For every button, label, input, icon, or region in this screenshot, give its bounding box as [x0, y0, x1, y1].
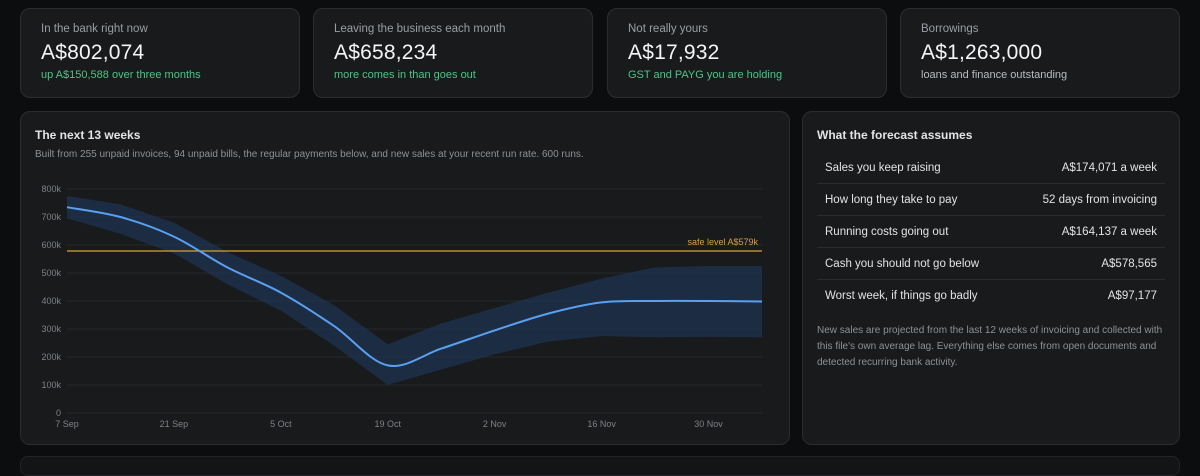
assumption-row: How long they take to pay 52 days from i…: [817, 184, 1165, 216]
forecast-chart: 0 100k 200k 300k 400k 500k 600k 700k 800k 7 Sep 21…: [41, 184, 763, 429]
assumptions-card: What the forecast assumes Sales you keep…: [802, 111, 1180, 445]
x-tick-label: 30 Nov: [694, 419, 723, 429]
kpi-sub: loans and finance outstanding: [921, 69, 1068, 81]
y-tick-label: 200k: [41, 352, 61, 362]
y-tick-label: 800k: [41, 184, 61, 194]
kpi-sub: up A$150,588 over three months: [41, 69, 201, 81]
y-tick-label: 300k: [41, 324, 61, 334]
x-tick-label: 5 Oct: [270, 419, 292, 429]
assumption-row: Cash you should not go below A$578,565: [817, 248, 1165, 280]
kpi-value: A$17,932: [628, 41, 720, 64]
assumptions-list: Sales you keep raising A$174,071 a week …: [817, 152, 1165, 311]
assumption-label: Worst week, if things go badly: [825, 289, 978, 302]
kpi-card-leaving: Leaving the business each month A$658,23…: [313, 8, 593, 98]
assumption-label: Sales you keep raising: [825, 161, 941, 174]
assumption-row: Running costs going out A$164,137 a week: [817, 216, 1165, 248]
y-tick-label: 100k: [41, 380, 61, 390]
assumption-label: How long they take to pay: [825, 193, 958, 206]
safe-level-label: safe level A$579k: [687, 237, 758, 247]
assumption-value: A$174,071 a week: [1061, 161, 1157, 174]
kpi-card-borrowings: Borrowings A$1,263,000 loans and finance…: [900, 8, 1180, 98]
forecast-range-band: [67, 196, 762, 385]
x-tick-label: 16 Nov: [587, 419, 616, 429]
kpi-value: A$1,263,000: [921, 41, 1043, 64]
assumption-value: 52 days from invoicing: [1042, 193, 1157, 206]
assumption-value: A$97,177: [1107, 289, 1157, 302]
chart-title: The next 13 weeks: [35, 128, 141, 142]
assumptions-title: What the forecast assumes: [817, 128, 973, 142]
forecast-median-line: [66, 206, 763, 367]
next-section-edge: [20, 456, 1180, 476]
x-tick-label: 21 Sep: [160, 419, 189, 429]
y-tick-label: 700k: [41, 212, 61, 222]
kpi-label: Borrowings: [921, 23, 979, 35]
kpi-sub: GST and PAYG you are holding: [628, 69, 783, 81]
kpi-label: Not really yours: [628, 23, 708, 35]
assumption-row: Worst week, if things go badly A$97,177: [817, 280, 1165, 311]
x-tick-label: 19 Oct: [375, 419, 402, 429]
assumption-label: Running costs going out: [825, 225, 949, 238]
x-tick-label: 2 Nov: [483, 419, 507, 429]
assumption-row: Sales you keep raising A$174,071 a week: [817, 152, 1165, 184]
kpi-label: Leaving the business each month: [334, 23, 506, 35]
kpi-value: A$658,234: [334, 41, 438, 64]
assumption-value: A$164,137 a week: [1061, 225, 1157, 238]
forecast-chart-card: The next 13 weeks Built from 255 unpaid …: [20, 111, 790, 445]
y-tick-label: 0: [56, 408, 61, 418]
assumptions-note: New sales are projected from the last 12…: [817, 325, 1163, 368]
kpi-card-not-yours: Not really yours A$17,932 GST and PAYG y…: [607, 8, 887, 98]
y-tick-label: 400k: [41, 296, 61, 306]
kpi-sub: more comes in than goes out: [334, 69, 476, 81]
chart-description: Built from 255 unpaid invoices, 94 unpai…: [35, 149, 584, 160]
y-tick-label: 500k: [41, 268, 61, 278]
assumption-value: A$578,565: [1101, 257, 1157, 270]
y-tick-label: 600k: [41, 240, 61, 250]
x-tick-label: 7 Sep: [55, 419, 79, 429]
assumption-label: Cash you should not go below: [825, 257, 980, 270]
kpi-label: In the bank right now: [41, 23, 148, 35]
kpi-card-bank: In the bank right now A$802,074 up A$150…: [20, 8, 300, 98]
kpi-value: A$802,074: [41, 41, 145, 64]
